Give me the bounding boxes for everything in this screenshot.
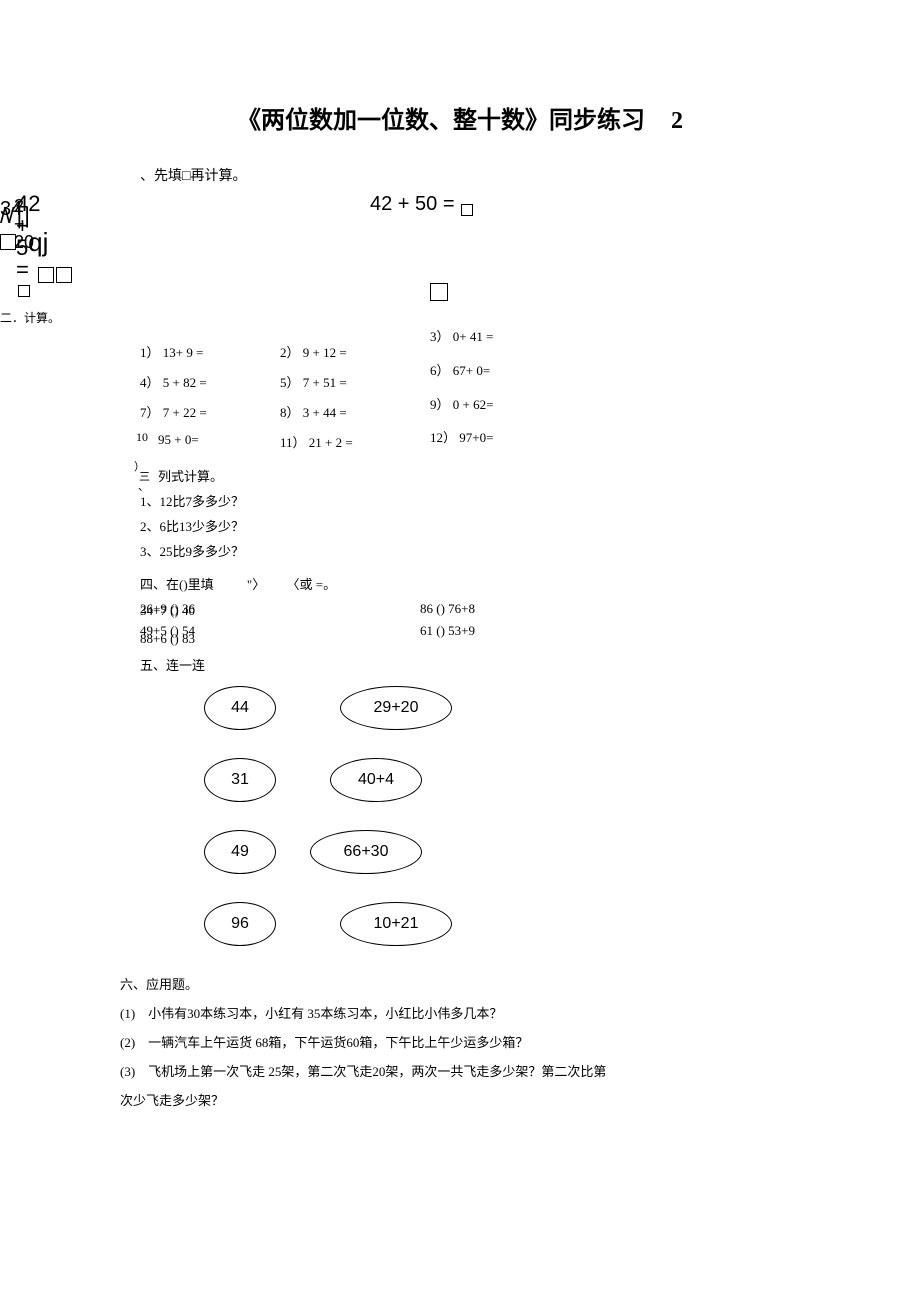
calc-item: 95 + 0= xyxy=(158,432,199,448)
calc-item: 9） 0 + 62= xyxy=(430,394,493,413)
sec4-right-1: 86 () 76+8 xyxy=(420,601,475,617)
section4: 四、在()里填 "〉 〈或 =。 34+7 () 40 26+9 () 36 8… xyxy=(140,574,780,639)
diagram-line3: qj xyxy=(0,229,72,255)
title-number: 2 xyxy=(671,108,683,134)
oval-left: 96 xyxy=(204,902,276,946)
calc-item: 12） 97+0= xyxy=(430,427,493,446)
calc-item: 8） 3 + 44 = xyxy=(280,402,347,421)
page-title: 《两位数加一位数、整十数》同步练习 2 xyxy=(0,100,780,135)
section4-heading: 四、在()里填 "〉 〈或 =。 xyxy=(140,574,780,593)
calc-item: 1） 13+ 9 = xyxy=(140,342,203,361)
section6-heading: 六、应用题。 xyxy=(120,974,780,993)
calc-item: 7） 7 + 22 = xyxy=(140,402,207,421)
calc-item: 3） 0+ 41 = xyxy=(430,326,493,345)
title-main: 《两位数加一位数、整十数》同步练习 xyxy=(237,108,645,134)
calc-item: 2） 9 + 12 = xyxy=(280,342,347,361)
section5-heading: 五、连一连 xyxy=(140,655,780,674)
diagram-overlay: /\/ | | qj xyxy=(0,205,72,283)
section6-q3: (3) 飞机场上第一次飞走 25架，第二次飞走20架，两次一共飞走多少架？第二次… xyxy=(120,1061,780,1080)
section3-q1: 1、12比7多多少？ xyxy=(140,491,780,510)
oval-left: 44 xyxy=(204,686,276,730)
section3-q2: 2、6比13少多少？ xyxy=(140,516,780,535)
oval-right: 10+21 xyxy=(340,902,452,946)
calc-item: 5） 7 + 51 = xyxy=(280,372,347,391)
sec4-right-2: 61 () 53+9 xyxy=(420,623,475,639)
sec4-left-2: 88+6 () 83 xyxy=(140,631,195,647)
oval-left: 31 xyxy=(204,758,276,802)
eq-right: 42 + 50 = xyxy=(370,193,780,216)
section3-heading: 列式计算。 xyxy=(158,469,223,484)
section3: ） 三 、 列式计算。 1、12比7多多少？ 2、6比13少多少？ 3、25比9… xyxy=(140,466,780,560)
section2-heading: 二．计算。 xyxy=(0,309,780,326)
calc-grid: 3） 0+ 41 = 1） 13+ 9 = 2） 9 + 12 = 6） 67+… xyxy=(140,332,780,462)
oval-right: 66+30 xyxy=(310,830,422,874)
calc-item: 6） 67+ 0= xyxy=(430,360,490,379)
section3-q3: 3、25比9多多少？ xyxy=(140,541,780,560)
oval-right: 40+4 xyxy=(330,758,422,802)
calc-item: 4） 5 + 82 = xyxy=(140,372,207,391)
sec3-marker: 、 xyxy=(138,478,149,494)
diagram-line2: /\/ | | xyxy=(0,205,72,227)
section6-q1: (1) 小伟有30本练习本，小红有 35本练习本，小红比小伟多几本？ xyxy=(120,1003,780,1022)
section1-heading: 、先填□再计算。 xyxy=(140,165,780,185)
section6-q2: (2) 一辆汽车上午运货 68箱，下午运货60箱，下午比上午少运多少箱？ xyxy=(120,1032,780,1051)
section5: 五、连一连 44 29+20 31 40+4 49 66+30 96 10+21 xyxy=(140,655,780,946)
sec4-left-1: 34+7 () 40 xyxy=(140,603,195,619)
calc-item: 10 xyxy=(136,430,148,445)
section6: 六、应用题。 (1) 小伟有30本练习本，小红有 35本练习本，小红比小伟多几本… xyxy=(120,974,780,1109)
double-box xyxy=(38,267,72,283)
oval-left: 49 xyxy=(204,830,276,874)
section6-q3b: 次少飞走多少架？ xyxy=(120,1090,780,1109)
oval-right: 29+20 xyxy=(340,686,452,730)
calc-item: 11） 21 + 2 = xyxy=(280,432,353,451)
box-icon xyxy=(461,204,473,216)
